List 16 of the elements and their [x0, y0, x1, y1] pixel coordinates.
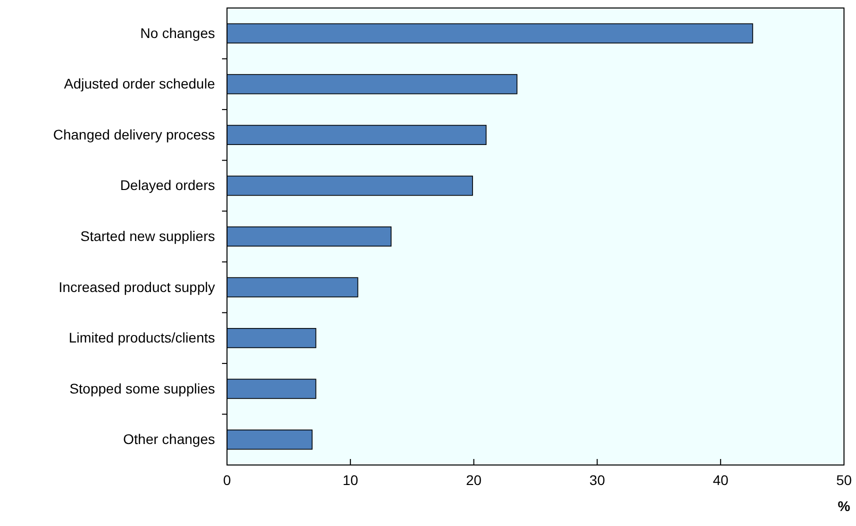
y-tick-label: Stopped some supplies [69, 380, 215, 396]
x-tick-label: 10 [342, 472, 358, 488]
y-tick-label: Limited products/clients [68, 330, 215, 346]
x-tick-label: 30 [589, 472, 606, 488]
x-tick-label: 50 [836, 472, 852, 488]
y-tick-label: Other changes [123, 431, 215, 448]
x-tick-label: 0 [223, 472, 232, 488]
y-tick-label: Changed delivery process [53, 126, 215, 142]
x-tick-label: 20 [466, 472, 482, 488]
y-tick-label: Delayed orders [120, 177, 215, 194]
x-tick-label: 40 [712, 472, 729, 488]
y-tick-label: Started new suppliers [80, 228, 215, 244]
x-axis-title: % [838, 498, 851, 514]
y-tick-label: Increased product supply [58, 278, 215, 295]
y-tick-label: No changes [140, 24, 215, 41]
y-tick-label: Adjusted order schedule [64, 76, 216, 92]
